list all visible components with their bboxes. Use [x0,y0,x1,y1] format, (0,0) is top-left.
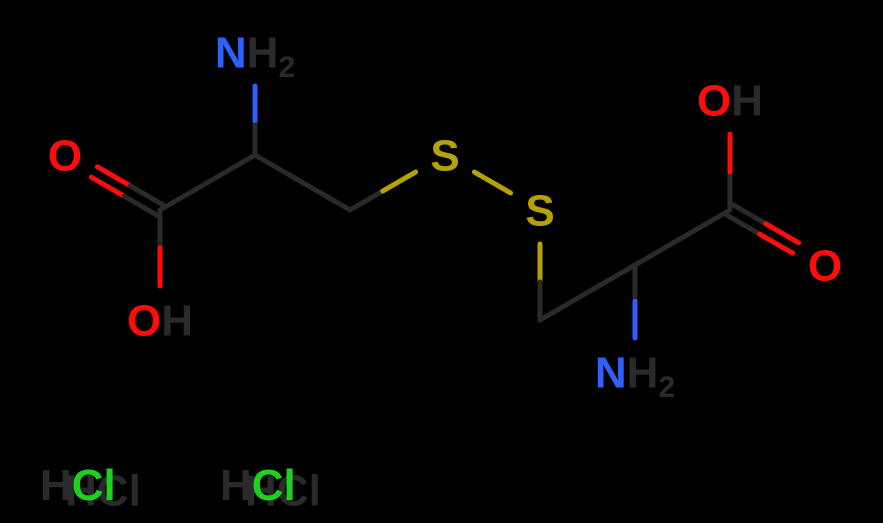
atom-o2: OH [127,296,193,345]
atom-o1: O [48,131,82,180]
molecule-diagram: OOHNH2SSNH2OHOHClHClHClHCl [0,0,883,523]
salt-hcl-2: HCl [220,461,296,510]
atom-o3: OH [697,76,763,125]
atom-s1: S [430,131,459,180]
atom-s2: S [525,186,554,235]
atom-n2: NH2 [595,348,675,404]
atom-n1: NH2 [215,28,295,84]
atom-o4: O [808,241,842,290]
salt-hcl-1: HCl [40,461,116,510]
